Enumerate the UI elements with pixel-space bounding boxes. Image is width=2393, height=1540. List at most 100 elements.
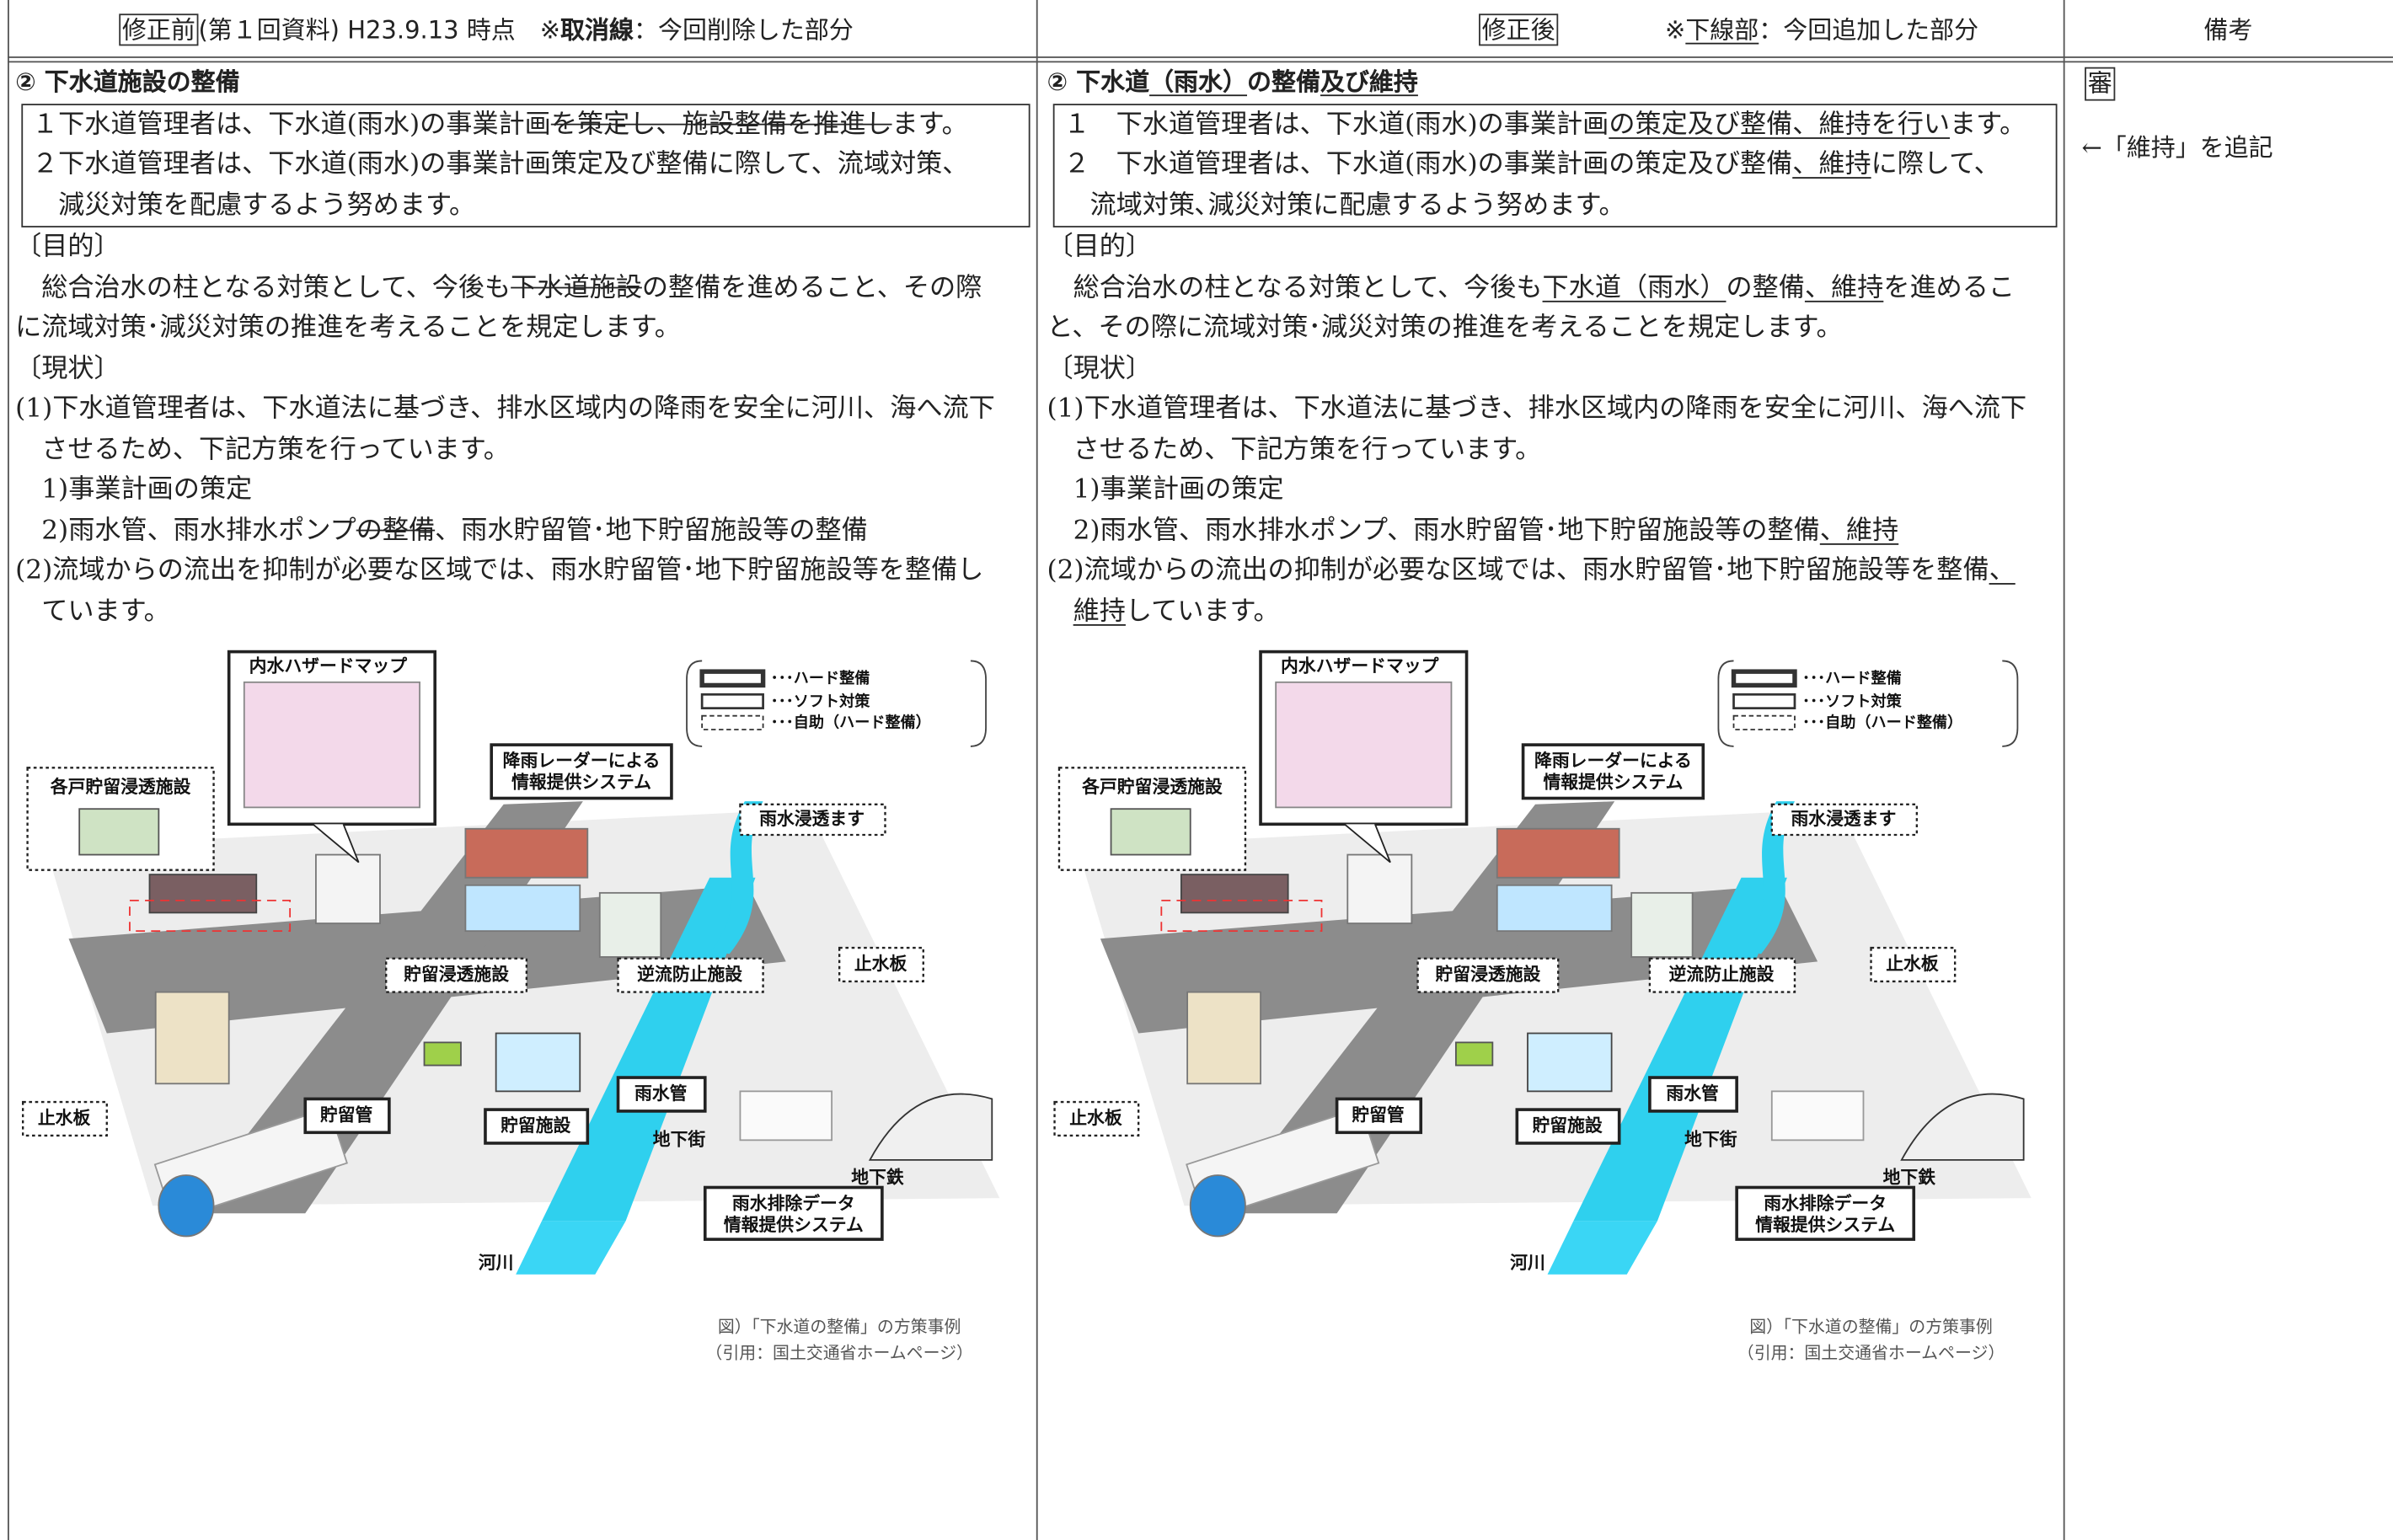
label-box — [616, 1076, 707, 1113]
figure-label: 内水ハザードマップ — [249, 656, 408, 676]
text-run-underline: （雨水） — [1149, 67, 1248, 97]
building — [1496, 827, 1620, 879]
figure-label: ･･･ハード整備 — [771, 669, 870, 687]
building — [154, 991, 230, 1085]
river — [516, 1221, 626, 1275]
figure-label: 地下鉄 — [1883, 1168, 1936, 1188]
remarks-note: ←「維持」を追記 — [2081, 132, 2273, 163]
text-line: 流域対策､減災対策に配慮するよう努めます。 — [1063, 185, 2046, 226]
figure-label: ･･･ソフト対策 — [1802, 692, 1903, 710]
figure-caption: （引用：国土交通省ホームページ） — [1737, 1343, 2005, 1362]
figure-label: 情報提供システム — [511, 772, 651, 792]
text-line: 1)事業計画の策定 — [1047, 470, 2057, 511]
label-box — [1515, 1108, 1621, 1145]
house-lot — [1160, 899, 1323, 933]
article-box: １ 下水道管理者は、下水道(雨水)の事業計画の策定及び整備、維持を行います。 ２ … — [1052, 103, 2058, 227]
figure-caption: （引用：国土交通省ホームページ） — [705, 1343, 972, 1362]
river — [1743, 801, 1795, 954]
figure-label: 雨水管 — [634, 1083, 687, 1104]
label-box — [303, 1097, 391, 1135]
text-run: 減災対策を配慮するよう努めます。 — [32, 190, 476, 221]
column-divider — [1036, 0, 1038, 1540]
figure-label: ･･･自助（ハード整備） — [771, 714, 931, 732]
figure-label: 止水板 — [38, 1108, 91, 1128]
text-run: を進めるこ — [1883, 272, 2016, 303]
figure-label: 河川 — [479, 1253, 514, 1273]
text-run-strike: の整備 — [356, 515, 436, 546]
text-run: ２下水道管理者は、下水道(雨水)の事業計画策定及び整備に際して、流域対策、 — [32, 149, 969, 180]
figure-label: 地下鉄 — [851, 1168, 904, 1188]
label-box — [21, 1100, 108, 1137]
house — [1180, 874, 1289, 914]
figure-label: 地下街 — [1684, 1129, 1737, 1149]
text-run: ② 下水道 — [1047, 67, 1150, 97]
building — [598, 891, 662, 958]
figure-label: 貯留管 — [1352, 1104, 1404, 1125]
text-run: 総合治水の柱となる対策として、今後も — [1047, 272, 1543, 303]
label-box — [739, 803, 886, 837]
hazard-map-image — [1275, 681, 1453, 809]
figure-label: 降雨レーダーによる — [503, 751, 661, 771]
pipe-end — [1189, 1174, 1246, 1238]
figure-label: 貯留管 — [320, 1104, 372, 1125]
text-run: と、その際に流域対策･減災対策の推進を考えることを規定します。 — [1047, 313, 1843, 344]
text-run — [1047, 596, 1073, 626]
after-tag: 修正後 — [1479, 13, 1559, 46]
building — [1346, 853, 1413, 924]
figure-label: 各戸貯留浸透施設 — [50, 777, 191, 797]
text-run: に際して、 — [1871, 149, 2000, 180]
text-run-underline: 及び維持 — [1320, 67, 1418, 97]
text-line: 総合治水の柱となる対策として、今後も下水道施設の整備を進めること、その際 — [15, 268, 1030, 308]
text-run: 2)雨水管、雨水排水ポンプ — [15, 515, 356, 546]
figure-label: 貯留浸透施設 — [1435, 965, 1540, 985]
text-run: ２ 下水道管理者は、下水道(雨水)の事業計画の策定及び整備 — [1063, 149, 1793, 180]
legend-swatch — [699, 669, 766, 688]
house — [78, 808, 160, 856]
text-line: 総合治水の柱となる対策として、今後も下水道（雨水）の整備、維持を進めるこ — [1047, 268, 2057, 308]
legend-bracket — [1717, 660, 2019, 747]
header-note: (第１回資料) H23.9.13 時点 ※ — [198, 15, 561, 45]
header-before: 修正前 (第１回資料) H23.9.13 時点 ※取消線：今回削除した部分 — [119, 0, 854, 58]
tunnel — [1900, 1093, 2025, 1161]
text-run: １ 下水道管理者は、下水道(雨水)の事業計画 — [1063, 109, 1609, 140]
text-line: １下水道管理者は、下水道(雨水)の事業計画を策定し、施設整備を推進します。 — [32, 104, 1020, 145]
figure-label: 逆流防止施設 — [637, 965, 742, 985]
car — [423, 1041, 462, 1067]
header-note: ：今回追加した部分 — [1759, 15, 1979, 45]
text-run-underline: 維持 — [1073, 596, 1126, 627]
figure-label: ･･･ソフト対策 — [771, 692, 871, 710]
figure-label: 貯留施設 — [501, 1115, 570, 1136]
hazard-map-image — [243, 681, 420, 809]
figure-label: 内水ハザードマップ — [1281, 656, 1439, 676]
pipe-end — [158, 1174, 215, 1238]
building — [739, 1090, 833, 1142]
text-line: ２ 下水道管理者は、下水道(雨水)の事業計画の策定及び整備、維持に際して、 — [1063, 145, 2046, 185]
label-box — [1335, 1097, 1423, 1135]
legend-swatch — [700, 692, 764, 709]
house-lot — [129, 899, 292, 933]
text-line: 維持しています。 — [1047, 591, 2057, 632]
after-column: ② 下水道（雨水）の整備及び維持 １ 下水道管理者は、下水道(雨水)の事業計画の策… — [1047, 62, 2058, 1362]
header-note: 下線部 — [1685, 15, 1759, 45]
text-line: と、その際に流域対策･減災対策の推進を考えることを規定します。 — [1047, 308, 2057, 349]
figure-label: 止水板 — [854, 954, 907, 974]
text-line: 2)雨水管、雨水排水ポンプの整備、雨水貯留管･地下貯留施設等の整備 — [15, 511, 1030, 551]
text-run: ② 下水道施設の整備 — [15, 67, 240, 97]
text-line: (1)下水道管理者は、下水道法に基づき、排水区域内の降雨を安全に河川、海へ流下 — [1047, 389, 2057, 430]
text-line: (1)下水道管理者は、下水道法に基づき、排水区域内の降雨を安全に河川、海へ流下 — [15, 389, 1030, 430]
label-box — [385, 957, 528, 993]
header-remarks: 備考 — [2203, 15, 2253, 45]
figure-label: 降雨レーダーによる — [1534, 751, 1692, 771]
river — [711, 801, 763, 954]
legend-swatch — [1732, 714, 1796, 730]
header-rule — [8, 56, 2393, 58]
text-line: (2)流域からの流出の抑制が必要な区域では、雨水貯留管･地下貯留施設等を整備、 — [1047, 551, 2057, 591]
text-run: 流域対策､減災対策に配慮するよう努めます。 — [1063, 190, 1625, 221]
text-run: (1)下水道管理者は、下水道法に基づき、排水区域内の降雨を安全に河川、海へ流下 — [15, 393, 995, 425]
label-box — [1648, 957, 1796, 993]
facility — [1496, 884, 1613, 933]
label-box — [484, 1108, 590, 1145]
section-title: 〔目的〕 — [15, 232, 120, 263]
house — [148, 874, 258, 914]
